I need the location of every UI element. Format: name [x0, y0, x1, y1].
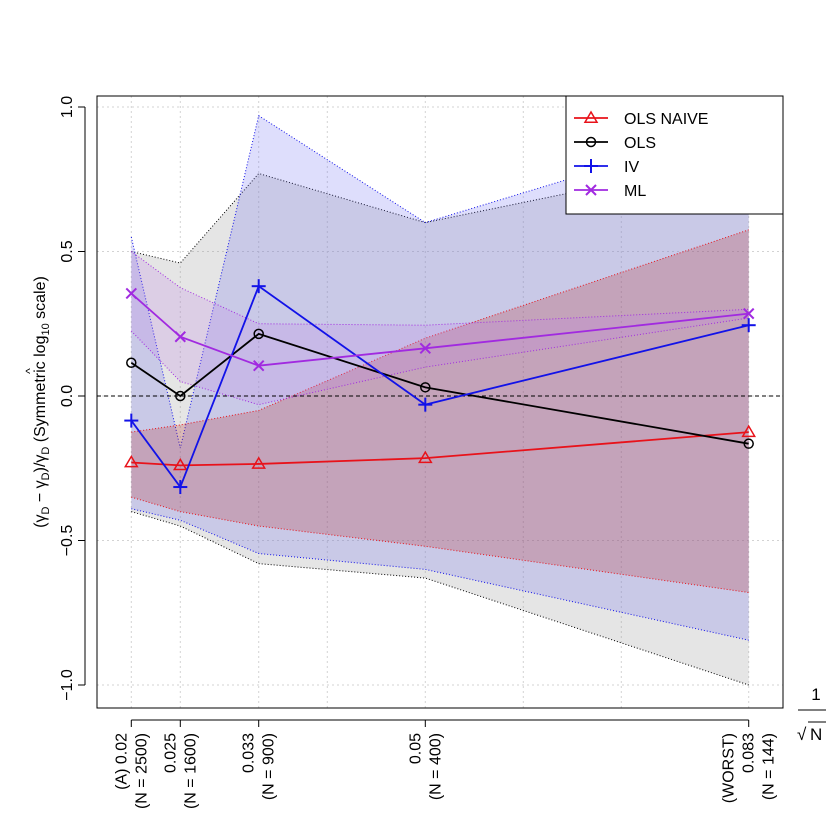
point-ml	[174, 331, 187, 343]
legend-marker-iv	[584, 159, 598, 173]
point-ols-naive	[417, 450, 433, 464]
y-tick-label: 0.0	[59, 385, 76, 407]
x-axis-label-numerator: 1	[811, 685, 820, 704]
point-ols	[743, 438, 754, 449]
point-ols-naive	[251, 456, 267, 469]
ylabel-minus: − γ	[32, 480, 49, 506]
legend-label-ols-naive: OLS NAIVE	[624, 111, 708, 128]
point-iv	[173, 480, 188, 495]
y-tick-label: −1.0	[59, 669, 76, 701]
ylabel-close: )/γ	[32, 455, 49, 473]
x-axis: (A) 0.02 (N = 2500) 0.025 (N = 1600) 0.033 (N…	[113, 719, 778, 809]
legend-label-ols: OLS	[624, 135, 656, 152]
point-ols	[253, 328, 264, 340]
x-tick-label: 0.05	[407, 733, 424, 764]
y-tick-label: 0.5	[59, 240, 76, 262]
ylabel-hat-mark: ^	[23, 368, 37, 374]
legend-marker-ml	[585, 184, 597, 196]
bands	[130, 114, 749, 686]
x-tick-label: (N = 1600)	[182, 733, 199, 809]
band-ols	[131, 156, 749, 685]
x-axis-label: 1 √ N	[797, 685, 826, 744]
legend-label-iv: IV	[624, 159, 639, 176]
point-iv	[124, 413, 139, 428]
point-ml	[125, 287, 138, 300]
ylabel-sub2: D	[40, 472, 52, 480]
ylabel-open: (	[32, 522, 49, 528]
x-tick-label: 0.033	[241, 733, 258, 773]
point-ml	[419, 342, 432, 355]
x-tick-label: (N = 2500)	[133, 733, 150, 809]
ylabel-gamma-hat: γ	[32, 515, 49, 523]
y-axis-label: (γD − γD)/γD (Symmetric log10 scale)	[32, 276, 52, 528]
ylabel-end: scale)	[32, 276, 49, 323]
series-lines	[123, 279, 757, 495]
x-tick-label: (N = 400)	[427, 733, 444, 800]
band-ml	[131, 251, 749, 405]
band-iv	[131, 115, 749, 641]
ylabel-sub4: 10	[40, 323, 52, 335]
point-ml	[252, 359, 265, 372]
x-axis-label-denominator: N	[810, 725, 822, 744]
legend: OLS NAIVE OLS IV ML	[565, 95, 784, 215]
x-tick-label: (N = 144)	[761, 733, 778, 800]
band-ols-naive	[131, 229, 749, 593]
point-iv	[741, 318, 756, 333]
ylabel-sub1: D	[40, 507, 52, 515]
band-upper-ols-naive	[131, 229, 749, 433]
legend-box	[565, 95, 784, 215]
point-iv	[251, 279, 266, 294]
y-axis: −1.0 −0.5 0.0 0.5 1.0	[59, 96, 86, 701]
point-ml	[742, 307, 755, 320]
plot-frame	[96, 95, 784, 709]
x-axis-label-radical: √	[797, 725, 807, 744]
x-tick-label: (N = 900)	[261, 733, 278, 800]
point-iv	[418, 397, 433, 412]
point-ols-naive	[172, 457, 188, 471]
y-tick-label: −0.5	[59, 525, 76, 557]
band-lower-ols	[131, 511, 749, 686]
point-ols	[175, 390, 186, 402]
legend-marker-ols	[585, 136, 597, 148]
point-ols-naive	[123, 454, 139, 468]
x-tick-label: (A) 0.02	[113, 733, 130, 790]
point-ols-naive	[741, 424, 757, 438]
point-ols	[126, 357, 137, 369]
band-upper-ml	[131, 251, 749, 326]
band-upper-iv	[130, 114, 749, 449]
ylabel-rest: (Symmetric log	[32, 336, 49, 447]
legend-label-ml: ML	[624, 183, 646, 200]
y-tick-label: 1.0	[59, 96, 76, 118]
band-upper-ols	[131, 155, 749, 264]
x-tick-label: 0.083	[741, 733, 758, 773]
series-line-ols	[130, 332, 749, 445]
ylabel-sub3: D	[40, 447, 52, 455]
legend-marker-ols-naive	[583, 110, 599, 123]
grid	[97, 96, 783, 708]
point-ols	[420, 382, 431, 393]
band-lower-iv	[131, 508, 749, 641]
x-tick-label: (WORST)	[721, 733, 738, 803]
x-tick-label: 0.025	[162, 733, 179, 773]
